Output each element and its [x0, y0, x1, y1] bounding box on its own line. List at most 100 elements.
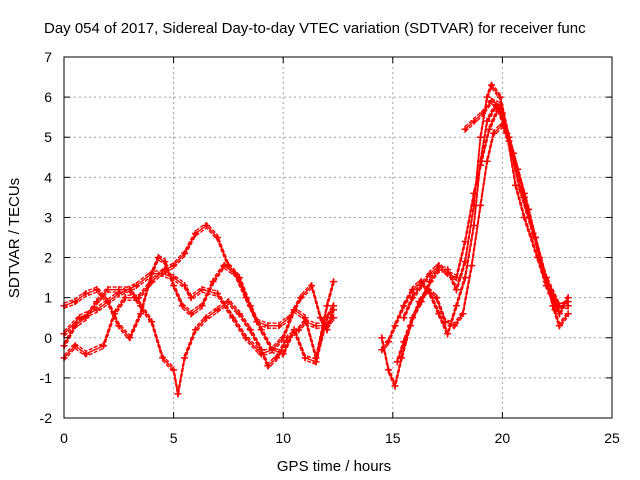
data-point-marker: [154, 254, 162, 262]
data-point-marker: [384, 338, 392, 346]
data-point-marker: [71, 298, 79, 306]
data-point-marker: [93, 286, 101, 294]
data-point-marker: [286, 314, 294, 322]
data-point-marker: [308, 282, 316, 290]
data-point-marker: [483, 117, 491, 125]
data-point-marker: [470, 117, 478, 125]
data-point-marker: [490, 129, 498, 137]
data-point-marker: [132, 282, 140, 290]
data-point-marker: [264, 362, 272, 370]
data-point-marker: [330, 306, 338, 314]
data-point-marker: [253, 318, 261, 326]
data-point-marker: [312, 322, 320, 330]
data-point-marker: [187, 310, 195, 318]
data-point-marker: [496, 101, 504, 109]
x-tick-label: 10: [275, 430, 291, 446]
data-point-marker: [202, 314, 210, 322]
data-point-marker: [426, 278, 434, 286]
axes: 0 5 10 15 20 25 -2 -1 0 1 2 3 4 5 6 7: [40, 49, 620, 446]
data-point-marker: [178, 302, 186, 310]
data-point-marker: [323, 314, 331, 322]
x-tick-label: 0: [60, 430, 68, 446]
data-point-marker: [257, 326, 265, 334]
y-tick-label: -1: [40, 370, 53, 386]
data-point-marker: [297, 294, 305, 302]
data-point-marker: [391, 382, 399, 390]
data-point-marker: [192, 326, 200, 334]
data-point-marker: [126, 334, 134, 342]
data-point-marker: [126, 286, 134, 294]
data-point-marker: [487, 97, 495, 105]
data-point-marker: [301, 354, 309, 362]
data-point-marker: [487, 81, 495, 89]
data-point-marker: [99, 342, 107, 350]
data-series: [60, 81, 572, 398]
data-point-marker: [224, 298, 232, 306]
data-point-marker: [542, 274, 550, 282]
y-tick-label: 3: [44, 209, 52, 225]
data-point-marker: [330, 278, 338, 286]
data-point-marker: [485, 125, 493, 133]
x-tick-label: 20: [495, 430, 511, 446]
data-point-marker: [461, 274, 469, 282]
data-point-marker: [235, 310, 243, 318]
data-point-marker: [104, 286, 112, 294]
data-point-marker: [391, 322, 399, 330]
data-point-marker: [93, 306, 101, 314]
data-point-marker: [174, 390, 182, 398]
data-point-marker: [181, 354, 189, 362]
data-point-marker: [295, 326, 303, 334]
data-point-marker: [115, 322, 123, 330]
data-point-marker: [148, 318, 156, 326]
data-point-marker: [198, 302, 206, 310]
data-point-marker: [400, 302, 408, 310]
data-point-marker: [181, 282, 189, 290]
y-tick-label: 4: [44, 169, 52, 185]
data-point-marker: [242, 294, 250, 302]
data-point-marker: [323, 302, 331, 310]
data-point-marker: [229, 314, 237, 322]
data-point-marker: [301, 318, 309, 326]
data-point-marker: [435, 262, 443, 270]
data-point-marker: [71, 342, 79, 350]
y-tick-label: 2: [44, 250, 52, 266]
data-point-marker: [198, 286, 206, 294]
series-trace: [63, 254, 335, 337]
data-point-marker: [378, 346, 386, 354]
x-axis-label: GPS time / hours: [277, 458, 391, 475]
data-point-marker: [470, 189, 478, 197]
plot-frame: [63, 56, 613, 419]
chart-title: Day 054 of 2017, Sidereal Day-to-day VTE…: [44, 20, 586, 37]
data-point-marker: [564, 294, 572, 302]
data-point-marker: [159, 354, 167, 362]
data-point-marker: [417, 282, 425, 290]
data-point-marker: [393, 358, 401, 366]
data-point-marker: [209, 278, 217, 286]
series-track-4: [60, 286, 338, 398]
data-point-marker: [461, 238, 469, 246]
data-point-marker: [426, 270, 434, 278]
data-point-marker: [246, 326, 254, 334]
data-point-marker: [242, 334, 250, 342]
data-point-marker: [137, 302, 145, 310]
data-point-marker: [187, 294, 195, 302]
data-point-marker: [316, 314, 324, 322]
series-trace: [63, 259, 335, 342]
series-line: [63, 289, 335, 395]
data-point-marker: [121, 294, 129, 302]
data-point-marker: [483, 157, 491, 165]
data-point-marker: [384, 366, 392, 374]
data-point-marker: [213, 234, 221, 241]
data-point-marker: [476, 133, 484, 141]
data-point-marker: [284, 334, 292, 342]
data-point-marker: [181, 250, 189, 258]
data-point-marker: [400, 338, 408, 346]
data-point-marker: [275, 322, 283, 330]
data-point-marker: [417, 298, 425, 306]
data-point-marker: [312, 358, 320, 366]
data-point-marker: [170, 262, 178, 270]
y-tick-label: 0: [44, 330, 52, 346]
y-axis-label: SDTVAR / TECUs: [6, 178, 23, 298]
data-point-marker: [104, 298, 112, 306]
